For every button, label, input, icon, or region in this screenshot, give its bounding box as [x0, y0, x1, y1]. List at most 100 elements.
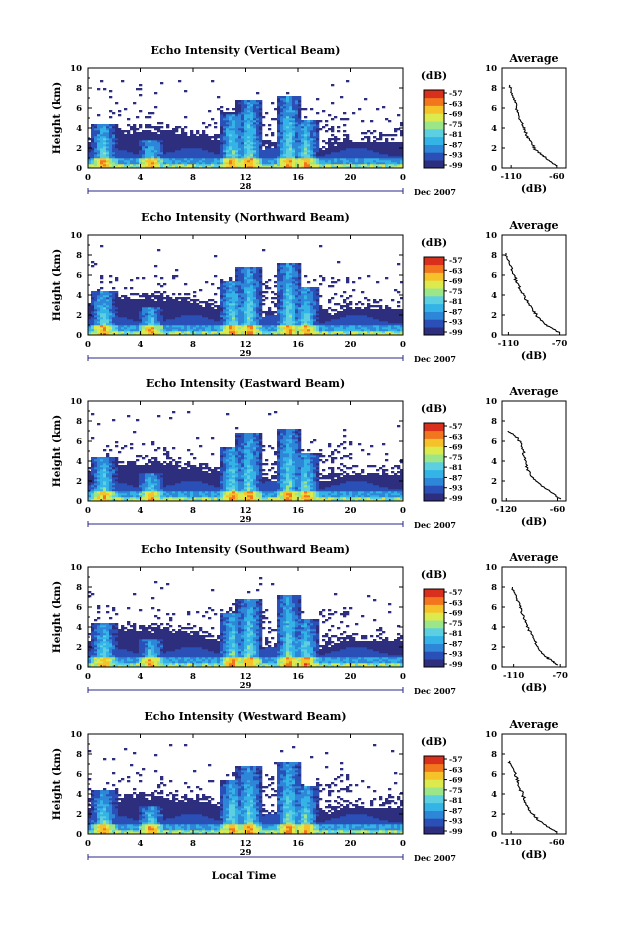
- heatmap-cell: [136, 277, 140, 280]
- heatmap-cell: [154, 327, 158, 330]
- heatmap-cell: [88, 160, 92, 163]
- heatmap-cell: [157, 301, 161, 304]
- heatmap-cell: [289, 317, 293, 320]
- heatmap-cell: [94, 291, 98, 294]
- heatmap-cell: [91, 467, 95, 470]
- heatmap-cell: [97, 293, 101, 296]
- heatmap-cell: [208, 158, 212, 161]
- heatmap-cell: [121, 311, 125, 314]
- heatmap-cell: [316, 136, 320, 139]
- heatmap-cell: [394, 160, 398, 163]
- heatmap-cell: [208, 156, 212, 159]
- heatmap-cell: [88, 311, 92, 314]
- heatmap-cell: [205, 315, 209, 318]
- heatmap-cell: [325, 152, 329, 155]
- heatmap-cell: [400, 156, 404, 159]
- heatmap-cell: [283, 311, 287, 314]
- heatmap-cell: [148, 148, 152, 151]
- heatmap-cell: [115, 164, 119, 167]
- heatmap-cell: [157, 295, 161, 298]
- heatmap-cell: [136, 150, 140, 153]
- heatmap-cell: [250, 267, 254, 270]
- heatmap-cell: [388, 323, 392, 326]
- heatmap-cell: [115, 158, 119, 161]
- heatmap-cell: [202, 311, 206, 314]
- heatmap-cell: [382, 315, 386, 318]
- heatmap-cell: [142, 142, 146, 145]
- heatmap-cell: [247, 293, 251, 296]
- heatmap-cell: [220, 142, 224, 145]
- heatmap-cell: [370, 315, 374, 318]
- heatmap-cell: [148, 162, 152, 165]
- heatmap-cell: [271, 319, 275, 322]
- heatmap-cell: [193, 329, 197, 332]
- heatmap-cell: [100, 281, 104, 284]
- heatmap-cell: [178, 331, 182, 334]
- heatmap-cell: [142, 309, 146, 312]
- heatmap-cell: [295, 329, 299, 332]
- heatmap-cell: [247, 269, 251, 272]
- heatmap-cell: [97, 138, 101, 141]
- heatmap-cell: [391, 317, 395, 320]
- heatmap-cell: [127, 301, 131, 304]
- heatmap-cell: [322, 158, 326, 161]
- heatmap-cell: [106, 457, 110, 460]
- heatmap-cell: [292, 110, 296, 113]
- heatmap-cell: [112, 126, 116, 129]
- heatmap-cell: [271, 297, 275, 300]
- heatmap-cell: [220, 154, 224, 157]
- heatmap-cell: [277, 287, 281, 290]
- heatmap-cell: [310, 142, 314, 145]
- heatmap-cell: [115, 307, 119, 310]
- heatmap-cell: [292, 140, 296, 143]
- heatmap-cell: [313, 140, 317, 143]
- heatmap-cell: [286, 148, 290, 151]
- heatmap-cell: [361, 158, 365, 161]
- heatmap-cell: [238, 100, 242, 103]
- heatmap-cell: [196, 132, 200, 135]
- heatmap-cell: [292, 331, 296, 334]
- heatmap-cell: [283, 146, 287, 149]
- heatmap-cell: [139, 142, 143, 145]
- heatmap-cell: [328, 160, 332, 163]
- heatmap-cell: [370, 150, 374, 153]
- heatmap-cell: [298, 297, 302, 300]
- heatmap-cell: [232, 136, 236, 139]
- heatmap-cell: [235, 144, 239, 147]
- heatmap-cell: [256, 325, 260, 328]
- heatmap-cell: [310, 295, 314, 298]
- heatmap-cell: [118, 162, 122, 165]
- heatmap-cell: [310, 287, 314, 290]
- heatmap-cell: [172, 162, 176, 165]
- heatmap-cell: [355, 311, 359, 314]
- heatmap-cell: [91, 317, 95, 320]
- heatmap-cell: [250, 309, 254, 312]
- heatmap-cell: [361, 154, 365, 157]
- heatmap-cell: [175, 299, 179, 302]
- heatmap-cell: [124, 295, 128, 298]
- heatmap-cell: [253, 289, 257, 292]
- heatmap-cell: [277, 142, 281, 145]
- heatmap-cell: [118, 142, 122, 145]
- heatmap-cell: [343, 166, 347, 169]
- heatmap-cell: [133, 154, 137, 157]
- heatmap-cell: [130, 331, 134, 334]
- heatmap-cell: [217, 96, 221, 99]
- heatmap-cell: [100, 313, 104, 316]
- heatmap-cell: [226, 325, 230, 328]
- heatmap-cell: [94, 128, 98, 131]
- heatmap-cell: [247, 315, 251, 318]
- heatmap-cell: [145, 158, 149, 161]
- heatmap-cell: [241, 164, 245, 167]
- heatmap-cell: [88, 303, 92, 306]
- heatmap-cell: [238, 166, 242, 169]
- x-tick-label: 12: [240, 340, 252, 350]
- heatmap-cell: [106, 311, 110, 314]
- heatmap-cell: [292, 315, 296, 318]
- heatmap-cell: [268, 156, 272, 159]
- heatmap-cell: [103, 475, 107, 478]
- heatmap-cell: [247, 144, 251, 147]
- heatmap-cell: [214, 126, 218, 129]
- heatmap-cell: [283, 321, 287, 324]
- heatmap-cell: [367, 130, 371, 133]
